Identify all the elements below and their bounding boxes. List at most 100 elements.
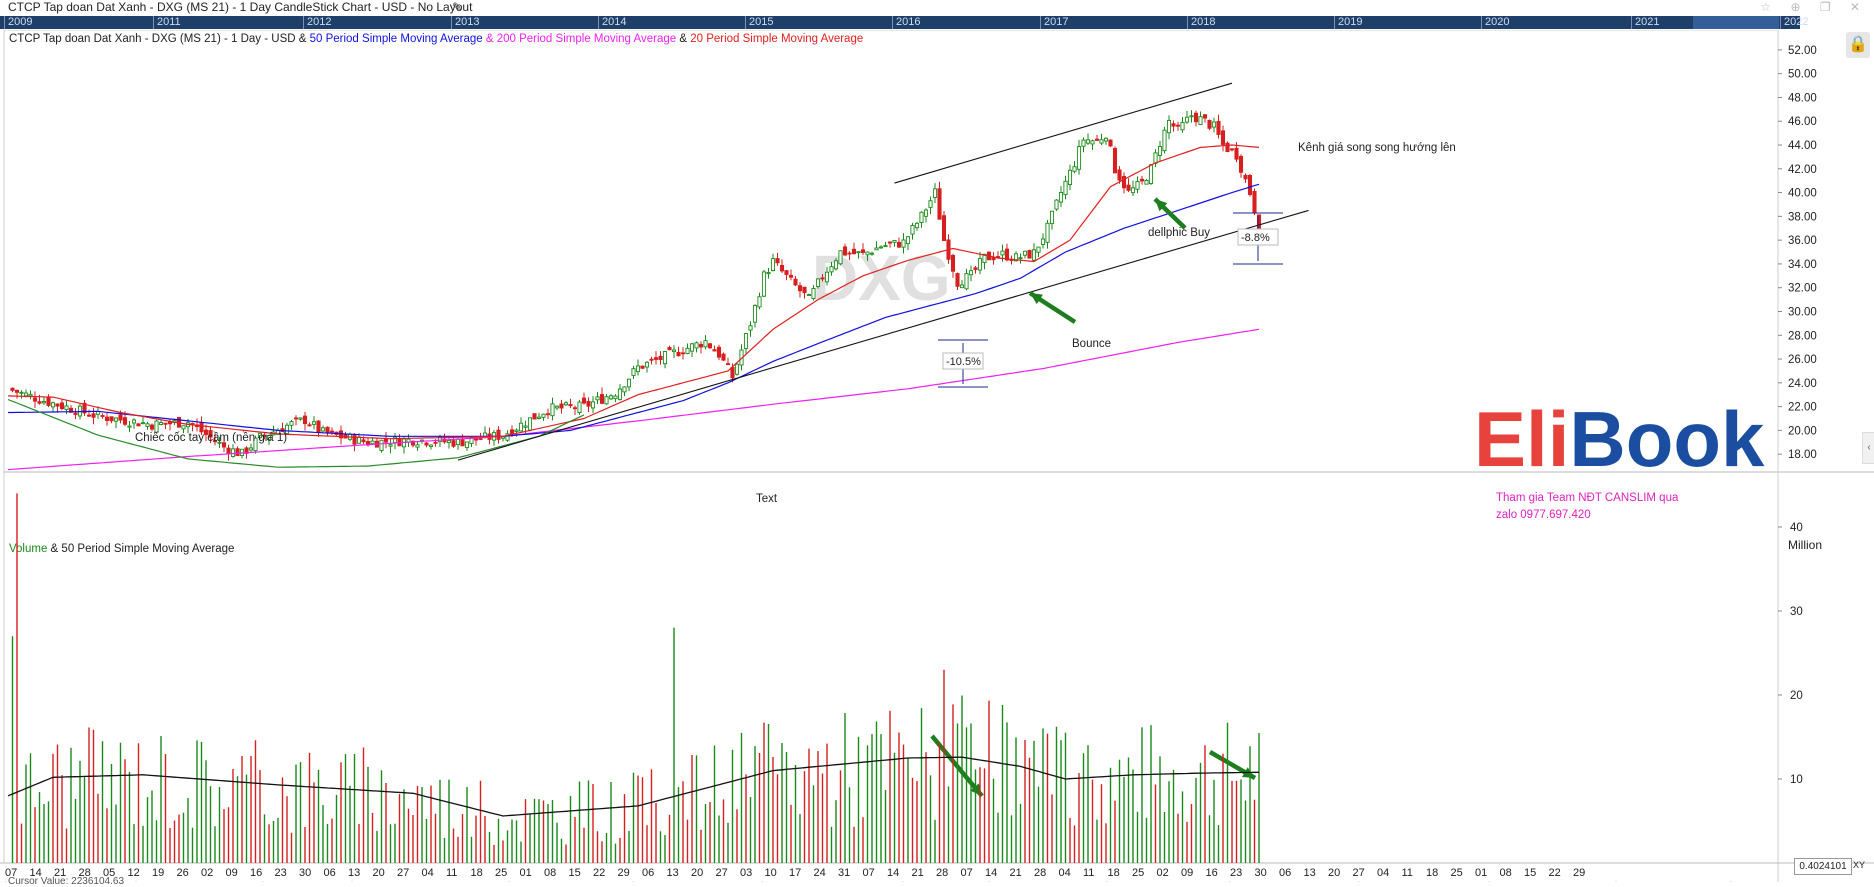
candle-body	[1207, 119, 1212, 129]
year-label[interactable]: 2016	[892, 16, 920, 29]
candle-body	[973, 267, 978, 270]
year-navigator[interactable]: 2009 2011 2012 2013 2014 2015 2016 2017 2018 2019…	[0, 16, 1808, 29]
year-window-highlight[interactable]	[1693, 16, 1779, 29]
year-label[interactable]: 2013	[451, 16, 479, 29]
price-y-tick-label: 32.00	[1788, 283, 1817, 295]
candle-body	[932, 188, 938, 198]
brand-logo: EliBook	[1474, 395, 1765, 483]
candle-body	[383, 438, 389, 443]
price-y-tick-label: 44.00	[1788, 140, 1817, 152]
candle-body	[833, 260, 839, 270]
candle-body	[1162, 129, 1167, 152]
candle-body	[730, 367, 735, 379]
x-day-label: 06	[1279, 867, 1291, 879]
candle-body	[644, 361, 650, 368]
candle-body	[802, 286, 807, 294]
year-label[interactable]: 2021	[1631, 16, 1659, 29]
candle-body	[311, 421, 317, 425]
candle-body	[1243, 174, 1248, 180]
candle-body	[892, 239, 897, 243]
pencil-icon[interactable]: ✎	[452, 0, 463, 14]
candle-body	[896, 241, 902, 248]
year-label[interactable]: 2009	[4, 16, 32, 29]
candle-body	[622, 386, 627, 393]
candle-body	[788, 274, 794, 278]
candle-body	[572, 407, 578, 410]
candle-body	[113, 417, 119, 422]
year-label[interactable]: 2012	[303, 16, 331, 29]
lock-icon[interactable]: 🔒	[1846, 32, 1870, 58]
x-day-label: 09	[1181, 867, 1193, 879]
candle-body	[784, 270, 789, 275]
candle-body	[806, 294, 812, 296]
x-day-label: 25	[495, 867, 507, 879]
year-label[interactable]: 2014	[598, 16, 626, 29]
candle-body	[1175, 124, 1181, 127]
candle-body	[1063, 180, 1068, 196]
candle-body	[563, 402, 569, 406]
candle-body	[640, 365, 645, 369]
year-label[interactable]: 2022	[1780, 16, 1808, 29]
year-label[interactable]: 2017	[1040, 16, 1068, 29]
price-legend: CTCP Tap doan Dat Xanh - DXG (MS 21) - 1…	[9, 33, 863, 45]
candle-body	[1171, 123, 1176, 127]
year-label[interactable]: 2011	[153, 16, 181, 29]
candle-body	[1166, 119, 1172, 134]
candle-body	[248, 447, 254, 451]
price-y-tick-label: 18.00	[1788, 449, 1817, 461]
x-day-label: 04	[1377, 867, 1389, 879]
chevron-left-icon[interactable]: ‹	[1862, 432, 1874, 464]
candle-body	[10, 387, 15, 391]
measure-2-box	[1237, 228, 1279, 246]
year-label[interactable]: 2018	[1187, 16, 1215, 29]
year-label[interactable]: 2015	[745, 16, 773, 29]
candle-body	[635, 365, 641, 373]
price-y-tick-label: 26.00	[1788, 354, 1817, 366]
candle-body	[14, 389, 20, 393]
xy-readout-value: 0.4024101	[1794, 858, 1852, 875]
candle-body	[307, 424, 312, 427]
candle-body	[955, 273, 960, 287]
x-day-label: 06	[324, 867, 336, 879]
year-label[interactable]: 2020	[1481, 16, 1509, 29]
candle-body	[298, 417, 303, 420]
x-day-label: 04	[1059, 867, 1071, 879]
candle-body	[779, 264, 785, 272]
candle-body	[1157, 146, 1163, 156]
candle-body	[671, 349, 677, 353]
title-bar: CTCP Tap doan Dat Xanh - DXG (MS 21) - 1…	[0, 0, 1874, 16]
candle-body	[127, 425, 132, 428]
candle-body	[734, 363, 740, 375]
ma50-line	[8, 183, 1260, 437]
candle-body	[1085, 139, 1091, 144]
candle-body	[208, 430, 213, 438]
candle-body	[392, 436, 398, 444]
candle-body	[406, 438, 411, 443]
x-day-label: 31	[838, 867, 850, 879]
candle-body	[1184, 116, 1190, 123]
candle-body	[941, 215, 947, 242]
channel-lower-line	[457, 209, 1309, 461]
candle-body	[1090, 140, 1095, 145]
x-day-label: 12	[128, 867, 140, 879]
candle-body	[1121, 175, 1127, 189]
candle-body	[415, 444, 420, 448]
price-y-tick-label: 24.00	[1788, 378, 1817, 390]
candle-body	[928, 200, 933, 208]
candle-body	[361, 439, 366, 443]
candle-body	[1072, 166, 1077, 172]
candle-body	[158, 422, 164, 425]
candle-body	[91, 413, 96, 418]
year-label[interactable]: 2019	[1334, 16, 1362, 29]
x-day-label: 18	[471, 867, 483, 879]
candle-body	[631, 368, 636, 376]
candle-body	[964, 273, 969, 290]
price-y-tick-label: 42.00	[1788, 164, 1817, 176]
cup-curve	[7, 398, 585, 468]
x-day-label: 17	[789, 867, 801, 879]
price-y-tick-label: 28.00	[1788, 330, 1817, 342]
chart-area[interactable]: 18.00 20.00 22.00 24.00 26.00 28.00 30.00 32.00…	[0, 30, 1874, 882]
window-controls[interactable]: ☆ ⊕ ❐ ✕	[1760, 0, 1868, 14]
x-day-label: 26	[177, 867, 189, 879]
candle-body	[536, 416, 542, 419]
